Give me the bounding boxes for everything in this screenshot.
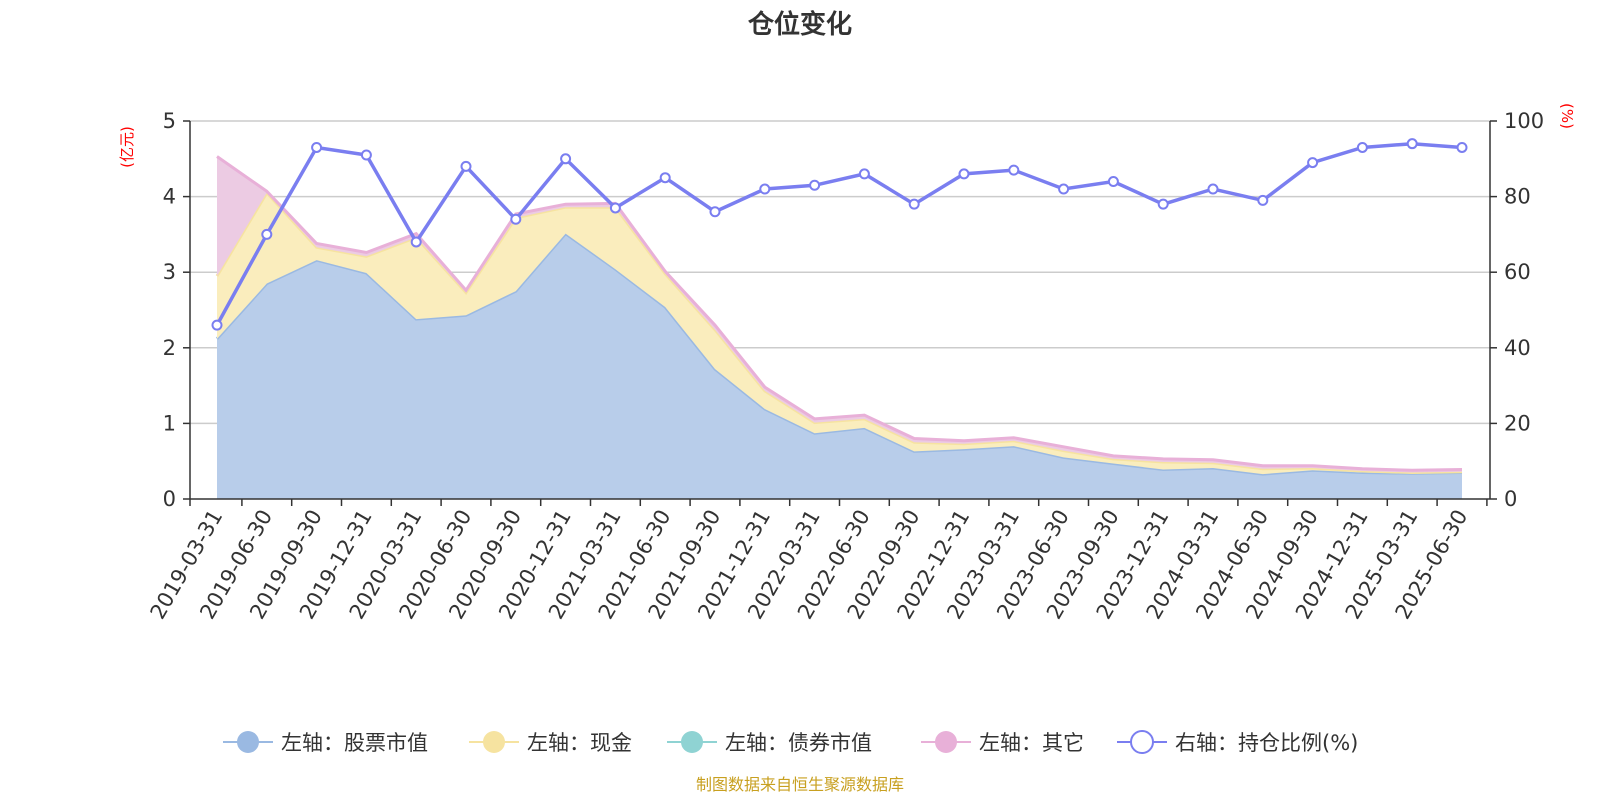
legend-marker — [1130, 730, 1154, 754]
left-axis-unit: (亿元) — [118, 126, 136, 168]
legend-label: 左轴：其它 — [979, 731, 1084, 755]
ratio-point — [211, 319, 223, 331]
legend-label: 左轴：现金 — [527, 731, 632, 755]
right-tick-label: 0 — [1504, 487, 1517, 511]
legend: 左轴：股票市值 左轴：现金 左轴：债券市值 左轴：其它 右轴：持仓比例(%) — [223, 730, 1358, 755]
ratio-point — [360, 149, 372, 161]
ratio-point — [809, 179, 821, 191]
ratio-point — [1307, 157, 1319, 169]
ratio-point — [460, 160, 472, 172]
stacked-areas — [215, 155, 1463, 499]
right-tick-label: 20 — [1504, 411, 1531, 435]
ratio-point — [958, 168, 970, 180]
ratio-point — [1107, 175, 1119, 187]
ratio-point — [311, 141, 323, 153]
ratio-point — [659, 172, 671, 184]
ratio-point — [1356, 141, 1368, 153]
ratio-point — [1456, 141, 1468, 153]
ratio-point — [1157, 198, 1169, 210]
area-edge-左轴：其它 — [216, 155, 1463, 472]
legend-item[interactable]: 右轴：持仓比例(%) — [1117, 730, 1358, 755]
ratio-point — [908, 198, 920, 210]
right-tick-label: 80 — [1504, 185, 1531, 209]
legend-label: 左轴：股票市值 — [281, 731, 428, 755]
area-左轴：股票市值 — [217, 233, 1462, 499]
left-tick-label: 1 — [163, 411, 176, 435]
ratio-point — [759, 183, 771, 195]
legend-marker — [237, 731, 259, 753]
left-tick-label: 0 — [163, 487, 176, 511]
ratio-point — [1207, 183, 1219, 195]
holding-ratio-line — [211, 138, 1468, 331]
legend-item[interactable]: 左轴：其它 — [921, 731, 1084, 755]
ratio-point — [510, 213, 522, 225]
ratio-point — [1257, 194, 1269, 206]
ratio-line-path — [215, 141, 1463, 326]
ratio-point — [410, 236, 422, 248]
ratio-point — [1008, 164, 1020, 176]
chart-title: 仓位变化 — [747, 9, 852, 40]
ratio-point — [709, 206, 721, 218]
right-tick-label: 100 — [1504, 109, 1544, 133]
right-tick-label: 60 — [1504, 260, 1531, 284]
right-axis-unit: (%) — [1558, 103, 1576, 129]
legend-item[interactable]: 左轴：现金 — [469, 731, 632, 755]
legend-marker — [681, 731, 703, 753]
ratio-point — [1058, 183, 1070, 195]
legend-item[interactable]: 左轴：股票市值 — [223, 731, 428, 755]
legend-marker — [483, 731, 505, 753]
ratio-point — [609, 202, 621, 214]
legend-item[interactable]: 左轴：债券市值 — [667, 731, 872, 755]
left-tick-label: 2 — [163, 336, 176, 360]
left-tick-label: 4 — [163, 185, 176, 209]
left-tick-label: 3 — [163, 260, 176, 284]
ratio-point — [560, 153, 572, 165]
ratio-point — [1406, 138, 1418, 150]
data-source-note: 制图数据来自恒生聚源数据库 — [696, 775, 904, 794]
legend-marker — [935, 731, 957, 753]
legend-label: 左轴：债券市值 — [725, 731, 872, 755]
right-tick-label: 40 — [1504, 336, 1531, 360]
left-tick-label: 5 — [163, 109, 176, 133]
ratio-point — [858, 168, 870, 180]
ratio-point — [261, 228, 273, 240]
area-左轴：现金 — [217, 192, 1462, 475]
legend-label: 右轴：持仓比例(%) — [1175, 731, 1358, 755]
